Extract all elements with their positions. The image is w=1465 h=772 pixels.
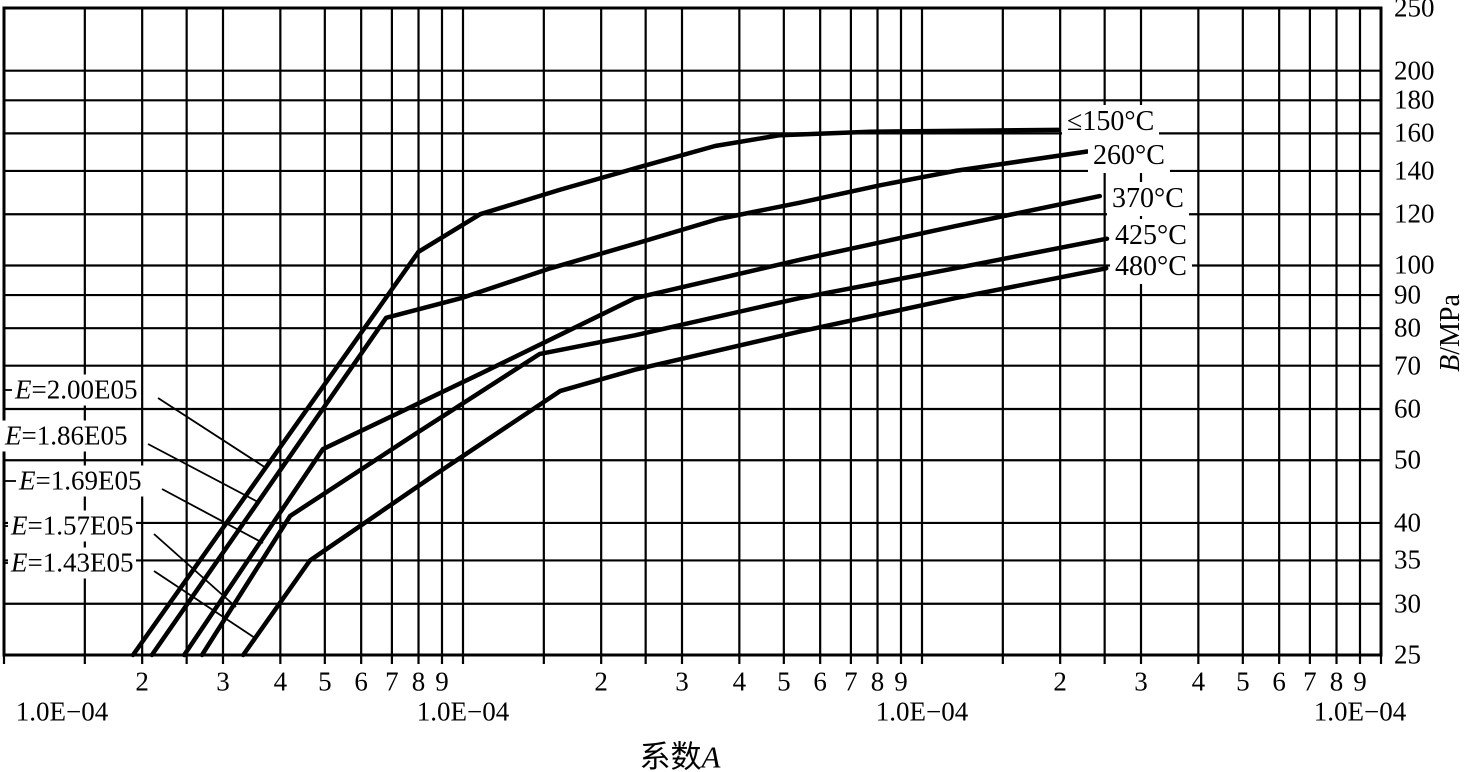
modulus-label: E=2.00E05 [12,374,141,406]
x-tick-label: 3 [675,666,689,697]
y-tick-label: 35 [1394,544,1421,575]
x-tick-label: 5 [318,666,332,697]
modulus-label: E=1.69E05 [16,465,145,497]
x-tick-label: 3 [1134,666,1148,697]
y-tick-label: 250 [1394,0,1435,23]
curve-label: ≤150°C [1062,105,1160,139]
x-axis-title: 系数A [640,732,721,772]
modulus-label: E=1.43E05 [8,547,137,579]
modulus-leader-line [157,397,267,469]
curve-370c [181,193,1103,658]
x-tick-label: 4 [273,666,288,697]
y-tick-label: 25 [1394,639,1421,670]
y-tick-label: 40 [1394,507,1421,538]
curve-150c [130,127,1061,658]
y-tick-label: 90 [1394,279,1421,310]
x-axis-title-symbol: A [701,739,721,772]
x-tick-label: 2 [1053,666,1067,697]
modulus-symbol: E [19,465,36,496]
modulus-symbol: E [11,547,28,578]
x-tick-label: 8 [411,666,426,697]
y-tick-label: 160 [1394,117,1435,148]
x-tick-label: 6 [813,666,827,697]
x-tick-label: 4 [732,666,747,697]
y-tick-label: 60 [1394,393,1421,424]
modulus-label: E=1.86E05 [2,420,131,452]
x-axis-title-text: 系数 [639,739,702,772]
curve-label: 480°C [1110,250,1192,284]
modulus-leader-line [147,443,261,504]
y-tick-label: 80 [1394,312,1421,343]
x-tick-label: 5 [777,666,791,697]
modulus-value: =1.43E05 [27,547,134,578]
y-tick-label: 30 [1394,588,1421,619]
x-tick-label: 4 [1191,666,1206,697]
y-axis-title-text: /MPa [1435,294,1465,355]
modulus-label: E=1.57E05 [8,510,137,542]
x-tick-label: 7 [844,666,858,697]
x-decade-label: 1.0E−04 [15,696,109,727]
y-tick-label: 120 [1394,198,1435,229]
x-tick-label: 5 [1236,666,1250,697]
modulus-value: =1.69E05 [35,465,142,496]
x-decade-label: 1.0E−04 [416,696,510,727]
modulus-symbol: E [5,420,22,451]
y-axis-title-symbol: B [1435,354,1465,372]
modulus-value: =1.57E05 [27,510,134,541]
y-tick-label: 200 [1394,55,1435,86]
plot-frame [2,6,1383,657]
x-tick-label: 3 [216,666,230,697]
x-tick-label: 8 [1329,666,1344,697]
modulus-value: =1.86E05 [21,420,128,451]
curve-260c [149,149,1090,658]
x-tick-label: 2 [135,666,149,697]
y-tick-label: 50 [1394,444,1421,475]
y-tick-label: 180 [1394,84,1435,115]
curve-label: 370°C [1107,182,1189,216]
x-tick-label: 6 [354,666,368,697]
x-decade-label: 1.0E−04 [1313,696,1407,727]
y-tick-label: 100 [1394,249,1435,280]
modulus-symbol: E [11,510,28,541]
x-tick-label: 9 [1353,666,1367,697]
curve-label: 425°C [1110,219,1192,253]
x-tick-label: 9 [894,666,908,697]
y-axis-title: B/MPa [1435,294,1465,372]
modulus-value: =2.00E05 [31,374,138,405]
x-tick-label: 2 [594,666,608,697]
x-tick-label: 9 [435,666,449,697]
y-tick-label: 140 [1394,155,1435,186]
curve-label: 260°C [1088,139,1170,173]
curve-425c [199,236,1110,658]
modulus-leader-line [161,488,264,544]
x-tick-label: 8 [870,666,885,697]
curve-480c [240,266,1109,658]
y-tick-label: 70 [1394,350,1421,381]
x-tick-label: 6 [1272,666,1286,697]
modulus-symbol: E [15,374,32,405]
x-decade-label: 1.0E−04 [875,696,969,727]
x-tick-label: 7 [1303,666,1317,697]
modulus-leader-line [153,570,256,639]
x-tick-label: 7 [385,666,399,697]
